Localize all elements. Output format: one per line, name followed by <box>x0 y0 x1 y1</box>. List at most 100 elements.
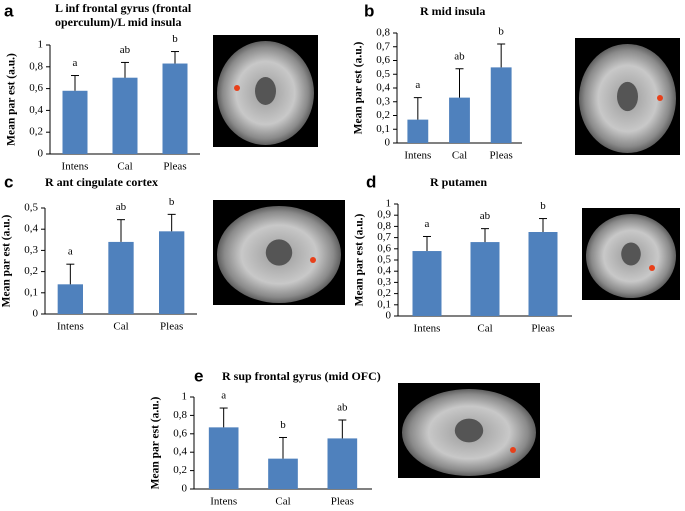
y-tick-label: 0,8 <box>377 220 391 232</box>
activation-spot <box>649 265 655 271</box>
y-tick-label: 0,1 <box>24 286 38 298</box>
x-tick-label: Intens <box>62 161 89 173</box>
y-tick-label: 0,4 <box>376 82 390 94</box>
y-axis-label: Mean par est (a.u.) <box>6 53 18 146</box>
y-axis-label: Mean par est (a.u.) <box>354 213 366 306</box>
x-tick-label: Cal <box>477 323 492 335</box>
significance-label: ab <box>480 210 491 222</box>
significance-label: b <box>280 419 286 431</box>
y-tick-label: 1 <box>182 391 188 403</box>
y-tick-label: 0,4 <box>24 223 38 235</box>
bar <box>449 97 470 143</box>
brain-ventricle <box>255 77 276 105</box>
bar <box>208 427 239 489</box>
chart-title: R putamen <box>430 175 487 189</box>
y-tick-label: 0,3 <box>24 244 38 256</box>
brain-ventricle <box>621 242 641 266</box>
y-tick-label: 0,3 <box>376 95 390 107</box>
y-tick-label: 0,1 <box>376 123 390 135</box>
brain-ventricle <box>265 239 293 266</box>
chart-title: R mid insula <box>420 4 485 18</box>
y-tick-label: 0,2 <box>24 265 38 277</box>
chart-title: R ant cingulate cortex <box>45 175 158 189</box>
significance-label: a <box>73 57 78 69</box>
x-tick-label: Intens <box>414 323 441 335</box>
y-axis-label: Mean par est (a.u.) <box>150 396 162 489</box>
chart-title: operculum)/L mid insula <box>55 15 181 29</box>
x-tick-label: Pleas <box>331 496 354 508</box>
y-tick-label: 0,8 <box>376 27 390 39</box>
panel-letter: c <box>4 172 13 191</box>
bar <box>108 241 134 314</box>
y-tick-label: 0,2 <box>29 126 43 138</box>
bar <box>268 458 298 489</box>
y-tick-label: 0,6 <box>173 427 187 439</box>
bar <box>327 438 358 489</box>
significance-label: a <box>415 79 420 91</box>
chart-title: R sup frontal gyrus (mid OFC) <box>222 369 381 383</box>
bar <box>57 284 83 314</box>
activation-spot <box>657 95 663 101</box>
x-tick-label: Cal <box>452 150 467 162</box>
panel-letter: e <box>194 366 203 385</box>
y-tick-label: 0 <box>386 310 392 322</box>
significance-label: b <box>540 200 546 212</box>
significance-label: ab <box>337 402 348 414</box>
bar <box>470 242 500 316</box>
y-tick-label: 0 <box>33 308 39 320</box>
x-tick-label: Pleas <box>163 161 186 173</box>
y-tick-label: 0,5 <box>376 68 390 80</box>
y-tick-label: 0,4 <box>377 265 391 277</box>
x-tick-label: Intens <box>404 150 431 162</box>
panel-letter: a <box>4 1 14 20</box>
bar <box>528 232 558 316</box>
y-tick-label: 0 <box>38 148 44 160</box>
y-tick-label: 0,7 <box>377 231 391 243</box>
significance-label: a <box>221 390 226 402</box>
significance-label: a <box>68 246 73 258</box>
y-tick-label: 0,6 <box>29 82 43 94</box>
x-tick-label: Cal <box>117 161 132 173</box>
y-tick-label: 0,2 <box>376 109 390 121</box>
bar <box>162 63 188 154</box>
chart-title: L inf frontal gyrus (frontal <box>55 1 192 15</box>
significance-label: a <box>425 218 430 230</box>
activation-spot <box>310 257 316 263</box>
significance-label: ab <box>116 201 127 213</box>
significance-label: ab <box>454 50 465 62</box>
bar <box>412 251 442 316</box>
bar <box>407 119 429 143</box>
y-axis-label: Mean par est (a.u.) <box>353 41 365 134</box>
panel-letter: d <box>366 172 376 191</box>
y-tick-label: 1 <box>38 39 44 51</box>
y-tick-label: 0,6 <box>377 242 391 254</box>
y-tick-label: 0,8 <box>173 409 187 421</box>
x-tick-label: Pleas <box>490 150 513 162</box>
brain-ventricle <box>454 418 484 443</box>
y-tick-label: 0 <box>385 137 391 149</box>
y-tick-label: 0,3 <box>377 276 391 288</box>
x-tick-label: Cal <box>113 321 128 333</box>
bar <box>112 77 138 154</box>
y-tick-label: 0,6 <box>376 54 390 66</box>
y-tick-label: 0,4 <box>173 446 187 458</box>
y-tick-label: 0,2 <box>173 464 187 476</box>
x-tick-label: Cal <box>275 496 290 508</box>
y-tick-label: 0,1 <box>377 298 391 310</box>
y-tick-label: 0,8 <box>29 60 43 72</box>
activation-spot <box>510 447 516 453</box>
significance-label: b <box>169 196 175 208</box>
bar <box>490 67 512 143</box>
y-tick-label: 0,4 <box>29 104 43 116</box>
y-tick-label: 0,5 <box>377 254 391 266</box>
y-tick-label: 0,7 <box>376 40 390 52</box>
significance-label: b <box>498 26 504 38</box>
y-tick-label: 0,2 <box>377 287 391 299</box>
bar <box>159 231 185 314</box>
x-tick-label: Pleas <box>160 321 183 333</box>
y-tick-label: 0,9 <box>377 209 391 221</box>
x-tick-label: Pleas <box>531 323 554 335</box>
bar <box>62 90 88 154</box>
y-tick-label: 0 <box>182 483 188 495</box>
